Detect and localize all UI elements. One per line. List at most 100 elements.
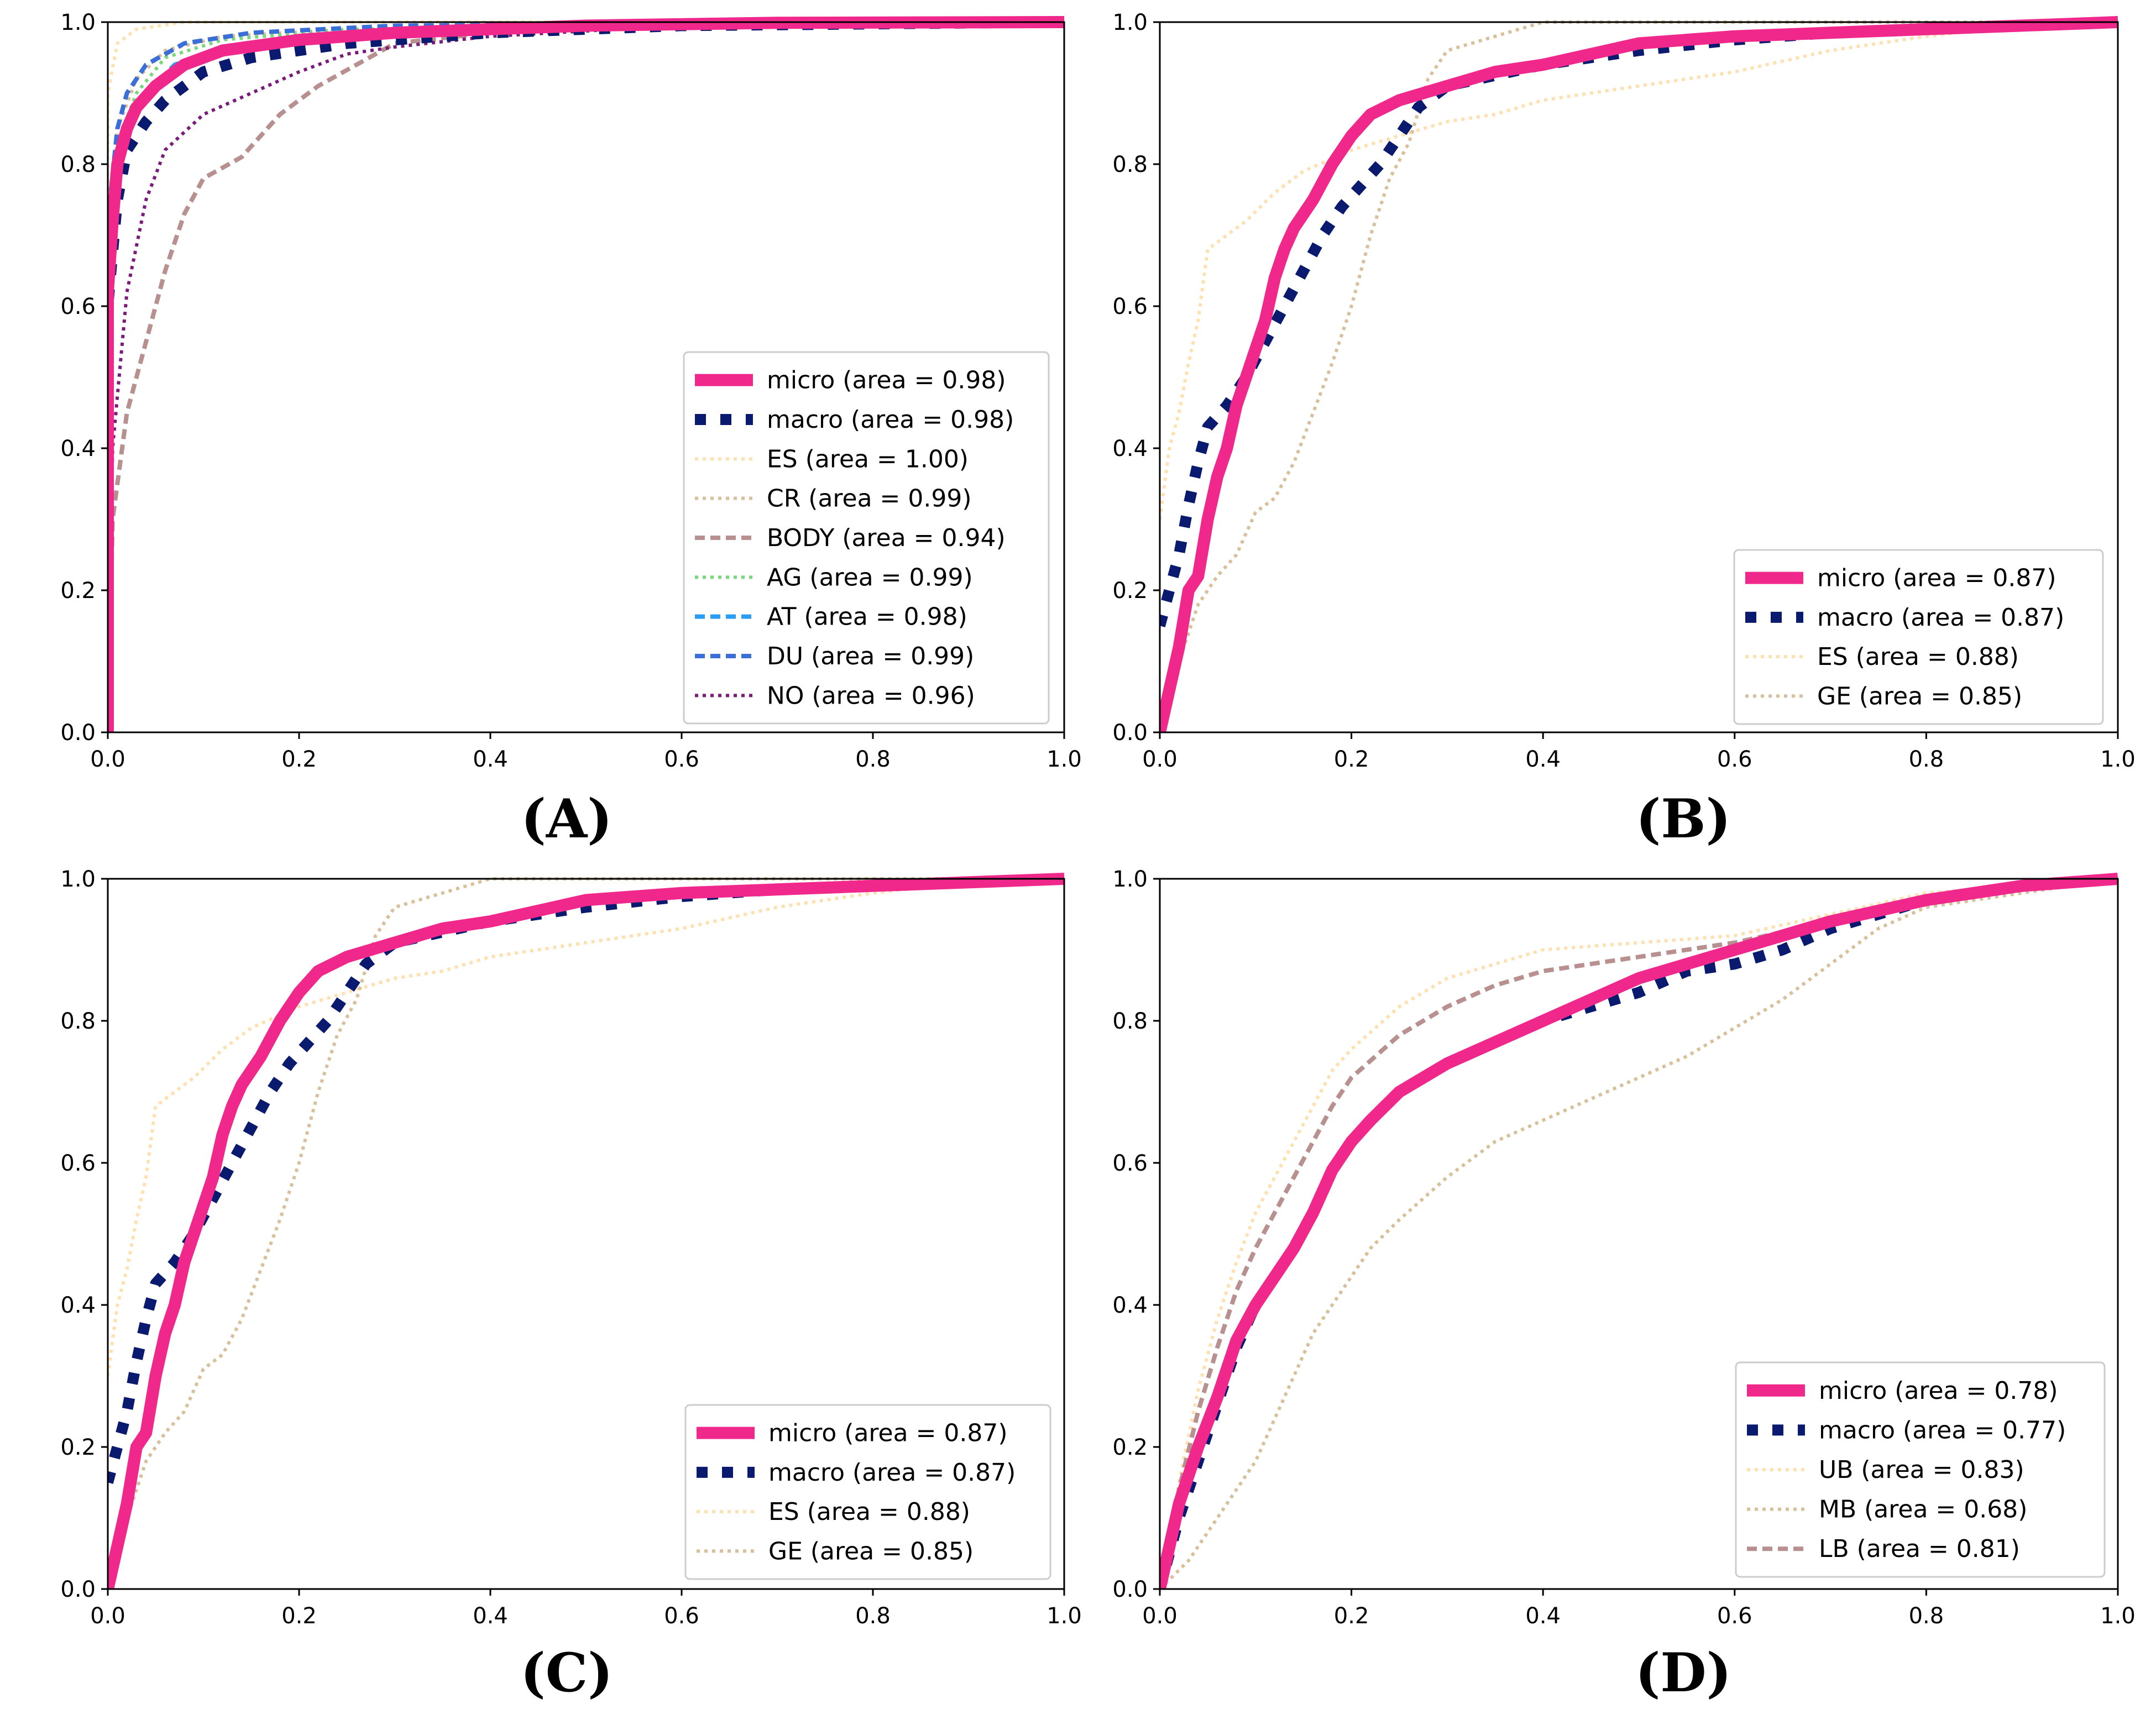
x-tick-label: 0.8 (855, 1603, 891, 1629)
legend-entry: LB (area = 0.81) (1819, 1535, 2020, 1563)
y-tick-label: 0.4 (1112, 1293, 1148, 1318)
x-tick-label: 0.0 (1142, 1603, 1178, 1629)
legend-entry: ES (area = 1.00) (767, 445, 969, 473)
y-tick-label: 0.4 (60, 436, 96, 462)
plot-frame (107, 21, 1065, 733)
roc-panel-d: 0.0 0.2 0.4 0.6 0.8 1.0 0.0 0.2 0.4 0.6 0.8 1.0 micr… (1112, 867, 2135, 1704)
y-tick-label: 0.0 (1112, 1577, 1148, 1602)
x-tick-label: 0.0 (90, 1603, 125, 1629)
legend-entry: ES (area = 0.88) (768, 1498, 970, 1526)
x-tick-label: 0.8 (1909, 1603, 1944, 1629)
x-tick-label: 0.8 (855, 747, 891, 772)
legend-entry: NO (area = 0.96) (767, 681, 975, 710)
x-tick-label: 1.0 (2100, 1603, 2136, 1629)
legend-entry: BODY (area = 0.94) (767, 524, 1006, 552)
x-tick-label: 0.4 (473, 747, 508, 772)
x-tick-label: 0.4 (1525, 747, 1561, 772)
legend: micro (area = 0.87) macro (area = 0.87) ES… (1733, 549, 2104, 725)
x-tick-label: 0.2 (281, 747, 317, 772)
roc-curve-es (108, 877, 1065, 1376)
legend-entry: AG (area = 0.99) (767, 563, 973, 591)
y-tick-label: 0.0 (60, 1577, 96, 1602)
y-tick-label: 1.0 (60, 867, 96, 892)
panel-label: (B) (1636, 788, 1731, 850)
roc-panel-b: 0.0 0.2 0.4 0.6 0.8 1.0 0.0 0.2 0.4 0.6 0.8 1.0 micr… (1112, 10, 2135, 850)
roc-curve-lb (1160, 877, 2118, 1589)
roc-panel-c: 0.0 0.2 0.4 0.6 0.8 1.0 0.0 0.2 0.4 0.6 0.8 1.0 micr… (60, 867, 1081, 1704)
y-tick-label: 0.6 (60, 294, 96, 319)
x-tick-label: 0.4 (1525, 1603, 1561, 1629)
legend-box (1735, 1361, 2106, 1578)
legend-entry: micro (area = 0.87) (768, 1419, 1008, 1448)
x-tick-label: 1.0 (1046, 747, 1082, 772)
x-tick-label: 0.4 (473, 1603, 508, 1629)
x-tick-label: 0.6 (664, 1603, 699, 1629)
legend-entry: macro (area = 0.77) (1819, 1416, 2066, 1444)
legend: micro (area = 0.87) macro (area = 0.87) ES… (684, 1404, 1051, 1580)
roc-curve-es (1160, 20, 2118, 520)
y-tick-label: 1.0 (1112, 10, 1148, 35)
legend-entry: GE (area = 0.85) (1817, 682, 2022, 710)
legend-entry: macro (area = 0.87) (768, 1459, 1016, 1487)
legend-entry: macro (area = 0.98) (767, 406, 1014, 434)
y-tick-label: 0.8 (1112, 152, 1148, 177)
legend: micro (area = 0.98) macro (area = 0.98) ES… (683, 351, 1050, 725)
panel-label: (C) (520, 1642, 613, 1704)
y-tick-label: 0.8 (60, 152, 96, 177)
roc-curves (1160, 16, 2118, 732)
roc-curve-micro (108, 16, 1065, 732)
legend-entry: micro (area = 0.98) (767, 366, 1006, 395)
roc-curve-micro (1160, 16, 2118, 732)
panel-label: (A) (521, 788, 612, 850)
roc-curves (108, 873, 1065, 1589)
x-tick-label: 0.0 (1142, 747, 1178, 772)
plot-frame (107, 878, 1065, 1590)
x-tick-label: 0.2 (1334, 1603, 1369, 1629)
x-tick-label: 0.2 (1334, 747, 1369, 772)
y-tick-label: 1.0 (1112, 867, 1148, 892)
y-tick-label: 0.4 (60, 1293, 96, 1318)
plot-frame (1159, 21, 2119, 733)
y-tick-label: 0.6 (1112, 294, 1148, 319)
roc-curve-micro (108, 873, 1065, 1589)
y-tick-label: 1.0 (60, 10, 96, 35)
x-tick-label: 0.2 (281, 1603, 317, 1629)
legend-entry: DU (area = 0.99) (767, 642, 974, 670)
y-tick-label: 0.8 (60, 1009, 96, 1034)
plot-frame (1159, 878, 2119, 1590)
roc-curve-micro (1160, 873, 2118, 1589)
y-tick-label: 0.8 (1112, 1009, 1148, 1034)
x-tick-label: 1.0 (2100, 747, 2136, 772)
legend-entry: MB (area = 0.68) (1819, 1496, 2027, 1524)
panel-label: (D) (1635, 1642, 1731, 1704)
y-tick-label: 0.6 (60, 1151, 96, 1176)
legend-entry: ES (area = 0.88) (1817, 643, 2019, 671)
legend-entry: UB (area = 0.83) (1819, 1456, 2024, 1484)
roc-curves (1160, 873, 2118, 1589)
legend-entry: macro (area = 0.87) (1817, 604, 2064, 632)
legend-entry: CR (area = 0.99) (767, 485, 972, 513)
y-tick-label: 0.2 (60, 578, 96, 604)
legend-box (683, 351, 1050, 725)
y-tick-label: 0.2 (60, 1435, 96, 1460)
x-tick-label: 0.0 (90, 747, 125, 772)
y-tick-label: 0.2 (1112, 578, 1148, 604)
x-tick-label: 0.8 (1909, 747, 1944, 772)
roc-curve-macro (1160, 873, 2118, 1589)
roc-curve-ub (1160, 877, 2118, 1589)
y-tick-label: 0.4 (1112, 436, 1148, 462)
roc-panel-a: 0.0 0.2 0.4 0.6 0.8 1.0 0.0 0.2 0.4 0.6 0.8 1.0 micr… (60, 10, 1081, 850)
x-tick-label: 0.6 (1717, 747, 1752, 772)
legend-box (1733, 549, 2104, 725)
legend-entry: micro (area = 0.78) (1819, 1377, 2058, 1405)
y-tick-label: 0.2 (1112, 1435, 1148, 1460)
legend-box (684, 1404, 1051, 1580)
x-tick-label: 1.0 (1046, 1603, 1082, 1629)
legend-entry: GE (area = 0.85) (768, 1537, 974, 1565)
legend-entry: micro (area = 0.87) (1817, 564, 2056, 592)
x-tick-label: 0.6 (664, 747, 699, 772)
x-tick-label: 0.6 (1717, 1603, 1752, 1629)
y-tick-label: 0.0 (1112, 720, 1148, 746)
legend-entry: AT (area = 0.98) (767, 603, 967, 631)
